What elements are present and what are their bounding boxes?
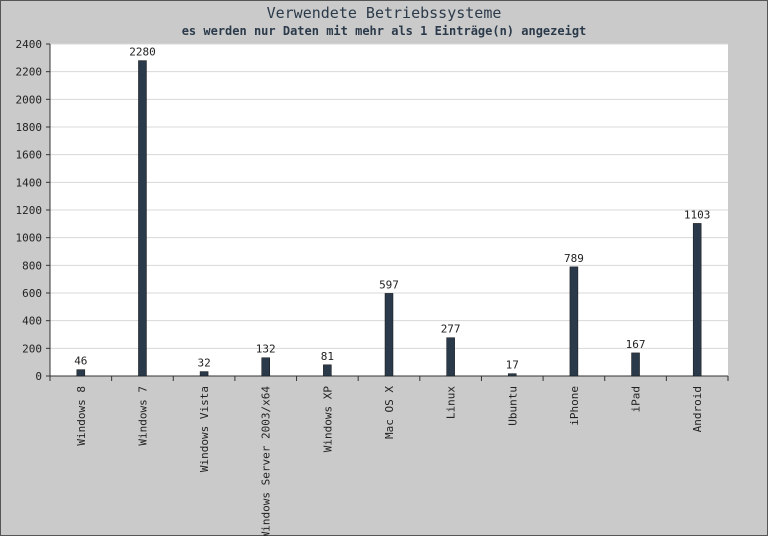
- y-tick-label: 1600: [16, 149, 43, 162]
- x-tick-label: Windows 7: [136, 386, 149, 446]
- data-label: 81: [321, 350, 334, 363]
- x-tick-label: Windows Vista: [198, 386, 211, 472]
- data-label: 277: [441, 323, 461, 336]
- y-tick-label: 1800: [16, 121, 43, 134]
- x-tick-label: Windows XP: [321, 386, 334, 453]
- y-tick-label: 200: [22, 342, 42, 355]
- bar: [384, 293, 394, 377]
- y-tick-label: 1000: [16, 232, 43, 245]
- y-tick-label: 600: [22, 287, 42, 300]
- x-tick-label: Windows 8: [75, 386, 88, 446]
- data-label: 46: [74, 355, 87, 368]
- x-tick-label: iPad: [630, 386, 643, 413]
- chart-title: Verwendete Betriebssysteme: [266, 4, 502, 22]
- bar: [323, 364, 332, 377]
- x-tick-label: iPhone: [568, 386, 581, 426]
- x-tick-label: Linux: [445, 386, 458, 419]
- data-label: 167: [626, 338, 646, 351]
- y-tick-label: 400: [22, 315, 42, 328]
- bar: [76, 369, 86, 377]
- chart-subtitle: es werden nur Daten mit mehr als 1 Eintr…: [181, 24, 587, 38]
- y-tick-label: 2400: [16, 38, 43, 51]
- bar: [138, 60, 147, 377]
- bar: [199, 371, 209, 377]
- data-label: 132: [256, 343, 276, 356]
- bar: [508, 373, 517, 377]
- data-label: 32: [197, 357, 210, 370]
- y-tick-label: 1200: [16, 204, 43, 217]
- bar: [446, 337, 455, 377]
- bar: [569, 266, 579, 377]
- bar: [261, 357, 270, 377]
- y-tick-label: 800: [22, 259, 42, 272]
- y-tick-label: 2200: [16, 66, 43, 79]
- x-tick-label: Android: [691, 386, 704, 432]
- bar: [631, 352, 640, 377]
- data-label: 17: [506, 359, 519, 372]
- y-tick-label: 2000: [16, 93, 43, 106]
- bar: [692, 223, 702, 377]
- x-tick-label: Mac OS X: [383, 386, 396, 439]
- y-tick-label: 1400: [16, 176, 43, 189]
- y-tick-label: 0: [35, 370, 42, 383]
- data-label: 789: [564, 252, 584, 265]
- data-label: 2280: [129, 46, 156, 59]
- x-tick-label: Windows Server 2003/x64: [260, 386, 273, 536]
- x-tick-label: Ubuntu: [506, 386, 519, 426]
- data-label: 597: [379, 278, 399, 291]
- data-label: 1103: [684, 208, 711, 221]
